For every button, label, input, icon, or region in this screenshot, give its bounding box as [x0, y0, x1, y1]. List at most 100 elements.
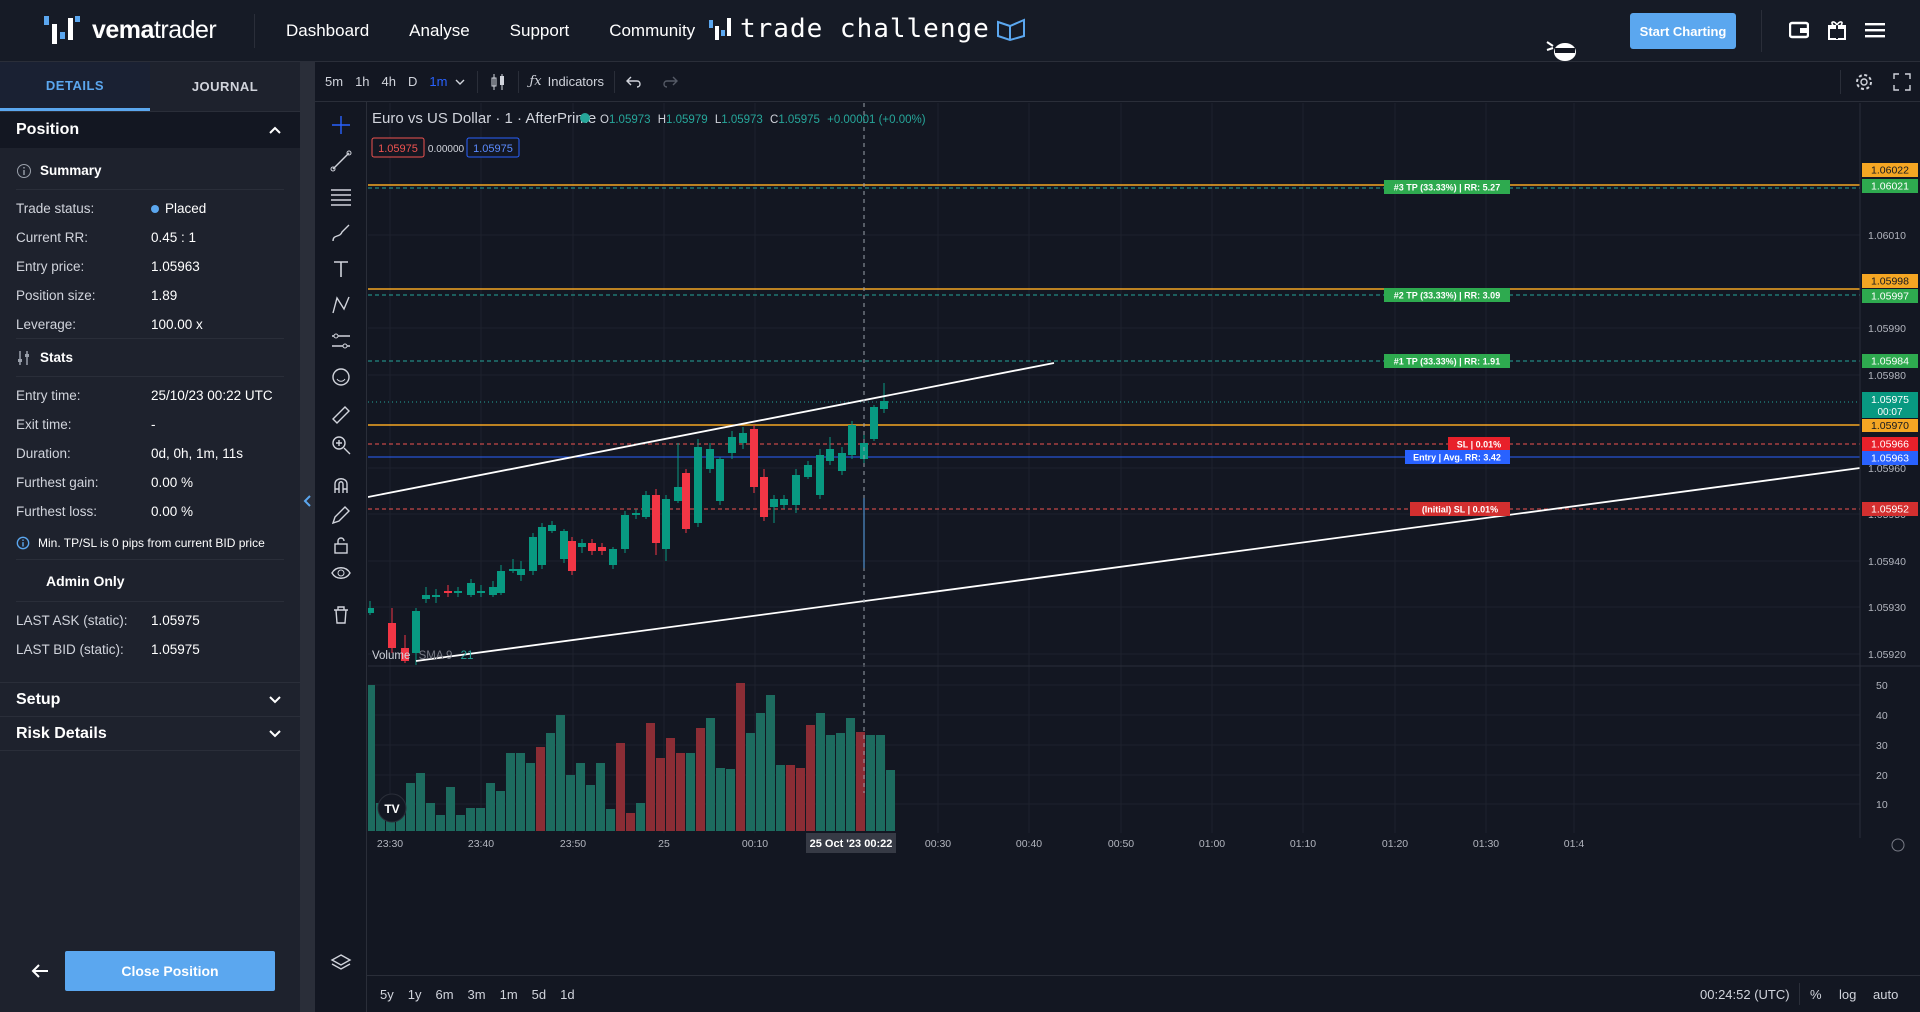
forecast-tool-icon[interactable]: [328, 328, 354, 354]
auto-toggle[interactable]: auto: [1873, 986, 1899, 1002]
nav-support[interactable]: Support: [509, 21, 570, 40]
tp3-label[interactable]: [1384, 180, 1510, 194]
info-icon: [16, 536, 30, 549]
tradingview-logo-icon[interactable]: [377, 793, 407, 823]
price-chart[interactable]: 1.060101.059901.059801.059601.059501.059…: [368, 103, 1920, 975]
row-label: Exit time:: [16, 417, 72, 432]
candles-icon[interactable]: [488, 72, 508, 92]
sell-button[interactable]: [371, 137, 425, 158]
tab-details[interactable]: DETAILS: [0, 62, 150, 111]
pattern-tool-icon[interactable]: [328, 292, 354, 318]
timeframe-1h[interactable]: 1h: [355, 74, 370, 89]
volume-bar: [766, 695, 775, 831]
tp1-label[interactable]: [1384, 354, 1510, 368]
axis-settings-icon[interactable]: [1891, 838, 1905, 852]
start-charting-button[interactable]: Start Charting: [1630, 13, 1736, 49]
settings-gear-icon[interactable]: [1854, 72, 1874, 92]
buy-button[interactable]: [466, 137, 520, 158]
volume-bar: [826, 735, 835, 831]
magnet-icon[interactable]: [328, 472, 354, 498]
timeframe-1m[interactable]: 1m: [429, 74, 448, 89]
trend-line-tool-icon[interactable]: [328, 148, 354, 174]
admin-only-header: Admin Only: [16, 560, 284, 602]
chart-legend: Euro vs US Dollar · 1 · AfterPrime O1.05…: [371, 110, 926, 662]
symbol-title[interactable]: Euro vs US Dollar · 1 · AfterPrime: [372, 110, 596, 127]
trash-icon[interactable]: [328, 602, 354, 628]
emoji-tool-icon[interactable]: [328, 364, 354, 390]
channel-upper-line[interactable]: [368, 362, 1055, 498]
range-5d[interactable]: 5d: [531, 986, 547, 1002]
entry-label[interactable]: [1405, 450, 1510, 464]
fib-tool-icon[interactable]: [328, 184, 354, 210]
timeframe-d[interactable]: D: [408, 74, 418, 89]
wallet-icon[interactable]: [1787, 18, 1811, 42]
crosshair-tool-icon[interactable]: [328, 112, 354, 138]
axis-tag-text: 1.05952: [1871, 504, 1909, 516]
initial-sl-label[interactable]: [1410, 502, 1510, 516]
nav-community[interactable]: Community: [609, 21, 696, 40]
range-1y[interactable]: 1y: [407, 986, 422, 1002]
risk-details-section-header[interactable]: Risk Details: [0, 717, 300, 751]
nav-dashboard[interactable]: Dashboard: [286, 21, 370, 40]
brush-tool-icon[interactable]: [328, 220, 354, 246]
nav-analyse[interactable]: Analyse: [409, 21, 470, 40]
range-5y[interactable]: 5y: [380, 986, 394, 1002]
layers-icon[interactable]: [328, 950, 354, 976]
axis-tag-text: 1.05966: [1871, 439, 1909, 451]
redo-icon[interactable]: [659, 74, 679, 90]
volume-axis[interactable]: 50 40 30 20 10: [1876, 680, 1888, 811]
eye-icon[interactable]: [328, 560, 354, 586]
range-6m[interactable]: 6m: [435, 986, 454, 1002]
range-3m[interactable]: 3m: [467, 986, 486, 1002]
hamburger-menu-icon[interactable]: [1863, 18, 1887, 42]
position-section-header[interactable]: Position: [0, 112, 300, 148]
volume-bar: [466, 808, 475, 831]
lock-icon[interactable]: [328, 532, 354, 558]
range-1d[interactable]: 1d: [560, 986, 575, 1002]
order-labels: #3 TP (33.33%) | RR: 5.27 #2 TP (33.33%)…: [1384, 180, 1510, 516]
trade-challenge-logo[interactable]: trade challenge: [708, 14, 1026, 44]
zoom-in-icon[interactable]: [328, 432, 354, 458]
position-details: Summary Trade status: Placed Current RR: 0…: [0, 152, 300, 664]
candle-body: [517, 569, 525, 575]
fullscreen-icon[interactable]: [1893, 73, 1911, 91]
tab-journal[interactable]: JOURNAL: [191, 79, 259, 94]
row-label: Entry time:: [16, 388, 81, 403]
utc-clock[interactable]: 00:24:52 (UTC): [1700, 986, 1790, 1002]
axis-tag-text: 1.05975: [1871, 394, 1909, 406]
candle-body: [509, 569, 517, 571]
timeframe-5m[interactable]: 5m: [325, 74, 344, 89]
tp2-label[interactable]: [1384, 288, 1510, 302]
range-1m[interactable]: 1m: [499, 986, 518, 1002]
text-tool-icon[interactable]: [328, 256, 354, 282]
panel-resize-handle[interactable]: [300, 62, 315, 1012]
volume-bar: [426, 803, 435, 831]
volume-bar: [476, 808, 485, 831]
chevron-down-icon[interactable]: [453, 77, 467, 87]
close-position-button[interactable]: Close Position: [65, 951, 275, 991]
channel-lower-line[interactable]: [415, 467, 1861, 662]
time-axis[interactable]: 23:30 23:40 23:50 25 00:10 00:30 00:40 00:50 01:…: [377, 838, 1585, 850]
volume-bar: [786, 765, 795, 831]
volume-bar: [486, 783, 495, 831]
volume-bar: [406, 783, 415, 831]
ruler-tool-icon[interactable]: [328, 402, 354, 428]
summary-row: Entry price: 1.05963: [16, 252, 284, 281]
sl-label[interactable]: [1448, 437, 1510, 451]
brand-logo[interactable]: vematrader: [42, 14, 217, 46]
chart-toolbar: 5m 1h 4h D 1m ƒx Indicators: [315, 62, 1920, 102]
indicators-button[interactable]: Indicators: [547, 74, 604, 89]
percent-toggle[interactable]: %: [1810, 986, 1822, 1002]
setup-section-header[interactable]: Setup: [0, 683, 300, 717]
collapse-panel-icon[interactable]: [302, 494, 312, 508]
axis-tag-tp2: [1862, 289, 1918, 303]
back-arrow-icon[interactable]: [30, 963, 50, 979]
timeframe-4h[interactable]: 4h: [381, 74, 396, 89]
log-toggle[interactable]: log: [1839, 986, 1857, 1002]
indicators-icon[interactable]: ƒx: [529, 74, 542, 89]
top-bar: vematrader Dashboard Analyse Support Com…: [0, 0, 1920, 62]
pencil-lock-icon[interactable]: [328, 502, 354, 528]
undo-icon[interactable]: [625, 74, 645, 90]
time-tick-label: 01:20: [1382, 838, 1408, 850]
gift-icon[interactable]: [1825, 18, 1849, 42]
